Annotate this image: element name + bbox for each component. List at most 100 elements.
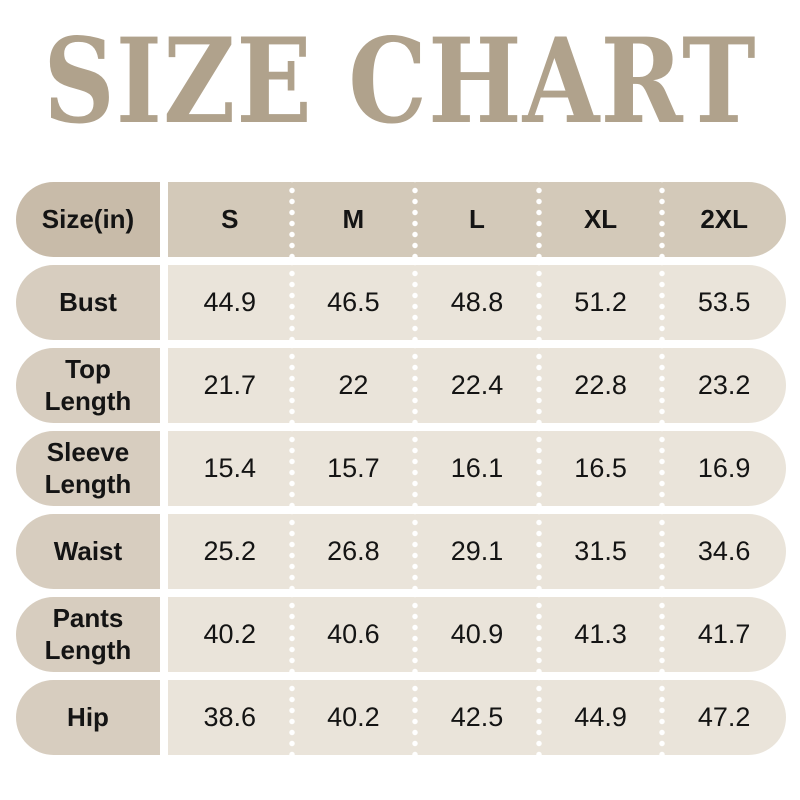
value: 22 [338, 370, 369, 400]
value-cell: 21.7 [168, 348, 295, 423]
value-cell: 51.2 [539, 265, 665, 340]
size-table: Size(in) S M L XL 2XL Bust 44.9 46.5 48.… [16, 182, 786, 763]
value: 22.8 [574, 370, 627, 400]
column-gap [160, 680, 168, 755]
value-cell: 53.5 [662, 265, 786, 340]
row-values: 21.7 22 22.4 22.8 23.2 [168, 348, 786, 423]
table-row-waist: Waist 25.2 26.8 29.1 31.5 34.6 [16, 514, 786, 589]
row-values: 15.4 15.7 16.1 16.5 16.9 [168, 431, 786, 506]
value-cell: 22.4 [415, 348, 542, 423]
value-cell: 44.9 [539, 680, 665, 755]
header-size-label: Size(in) [41, 203, 135, 234]
value-cell: 15.7 [292, 431, 418, 506]
header-cell-xl: XL [539, 182, 665, 257]
value: 16.1 [450, 453, 504, 483]
value: 16.9 [697, 453, 751, 483]
column-gap [160, 431, 168, 506]
value-cell: 23.2 [662, 348, 786, 423]
value-cell: 41.7 [662, 597, 786, 672]
value: 38.6 [203, 702, 257, 732]
row-label-cell: Hip [16, 680, 160, 755]
value: 42.5 [450, 702, 504, 732]
table-row-top-length: Top Length 21.7 22 22.4 22.8 23.2 [16, 348, 786, 423]
size-chart-title: SIZE CHART [43, 13, 757, 151]
value: 15.4 [203, 453, 257, 483]
row-values: 38.6 40.2 42.5 44.9 47.2 [168, 680, 786, 755]
header-label-m: M [342, 204, 365, 234]
value-cell: 42.5 [415, 680, 542, 755]
value-cell: 22.8 [539, 348, 665, 423]
value-cell: 46.5 [292, 265, 418, 340]
value-cell: 40.2 [292, 680, 418, 755]
value: 51.2 [574, 287, 627, 317]
value: 16.5 [574, 453, 627, 483]
header-size-columns: S M L XL 2XL [168, 182, 786, 257]
value: 40.2 [203, 619, 257, 649]
value: 40.9 [450, 619, 504, 649]
value-cell: 40.6 [292, 597, 418, 672]
value: 41.3 [574, 619, 627, 649]
value-cell: 22 [292, 348, 418, 423]
row-label: Hip [67, 701, 109, 732]
column-gap [160, 182, 168, 257]
row-label: Pants Length [44, 603, 132, 665]
value: 29.1 [450, 536, 504, 566]
value-cell: 25.2 [168, 514, 295, 589]
value: 44.9 [203, 287, 257, 317]
value: 31.5 [574, 536, 627, 566]
header-size-label-cell: Size(in) [16, 182, 160, 257]
row-label: Waist [53, 535, 123, 566]
value: 44.9 [574, 702, 627, 732]
value: 40.2 [327, 702, 380, 732]
value: 48.8 [450, 287, 504, 317]
value-cell: 34.6 [662, 514, 786, 589]
column-gap [160, 597, 168, 672]
value: 34.6 [697, 536, 751, 566]
value-cell: 16.9 [662, 431, 786, 506]
value-cell: 41.3 [539, 597, 665, 672]
header-label-l: L [469, 204, 485, 234]
row-values: 44.9 46.5 48.8 51.2 53.5 [168, 265, 786, 340]
row-label-cell: Pants Length [16, 597, 160, 672]
value: 46.5 [327, 287, 380, 317]
column-gap [160, 348, 168, 423]
value-cell: 40.2 [168, 597, 295, 672]
row-label-cell: Sleeve Length [16, 431, 160, 506]
header-cell-m: M [292, 182, 418, 257]
column-gap [160, 265, 168, 340]
row-values: 25.2 26.8 29.1 31.5 34.6 [168, 514, 786, 589]
row-values: 40.2 40.6 40.9 41.3 41.7 [168, 597, 786, 672]
column-gap [160, 514, 168, 589]
row-label: Sleeve Length [44, 437, 132, 499]
value-cell: 29.1 [415, 514, 542, 589]
value: 41.7 [697, 619, 751, 649]
row-label-cell: Top Length [16, 348, 160, 423]
header-cell-l: L [415, 182, 542, 257]
header-label-xl: XL [583, 204, 618, 234]
value: 40.6 [327, 619, 380, 649]
value-cell: 48.8 [415, 265, 542, 340]
table-row-bust: Bust 44.9 46.5 48.8 51.2 53.5 [16, 265, 786, 340]
table-row-hip: Hip 38.6 40.2 42.5 44.9 47.2 [16, 680, 786, 755]
row-label: Top Length [44, 354, 132, 416]
value: 23.2 [697, 370, 751, 400]
value-cell: 47.2 [662, 680, 786, 755]
value: 53.5 [697, 287, 751, 317]
value-cell: 31.5 [539, 514, 665, 589]
row-label-cell: Waist [16, 514, 160, 589]
value-cell: 16.5 [539, 431, 665, 506]
value-cell: 26.8 [292, 514, 418, 589]
value: 22.4 [450, 370, 504, 400]
table-row-sleeve-length: Sleeve Length 15.4 15.7 16.1 16.5 16.9 [16, 431, 786, 506]
value: 21.7 [203, 370, 257, 400]
value: 47.2 [697, 702, 751, 732]
row-label: Bust [59, 286, 117, 317]
value-cell: 44.9 [168, 265, 295, 340]
value-cell: 16.1 [415, 431, 542, 506]
row-label-cell: Bust [16, 265, 160, 340]
header-label-s: S [221, 204, 239, 234]
header-label-2xl: 2XL [700, 204, 749, 234]
table-header-row: Size(in) S M L XL 2XL [16, 182, 786, 257]
header-cell-2xl: 2XL [662, 182, 786, 257]
value-cell: 40.9 [415, 597, 542, 672]
